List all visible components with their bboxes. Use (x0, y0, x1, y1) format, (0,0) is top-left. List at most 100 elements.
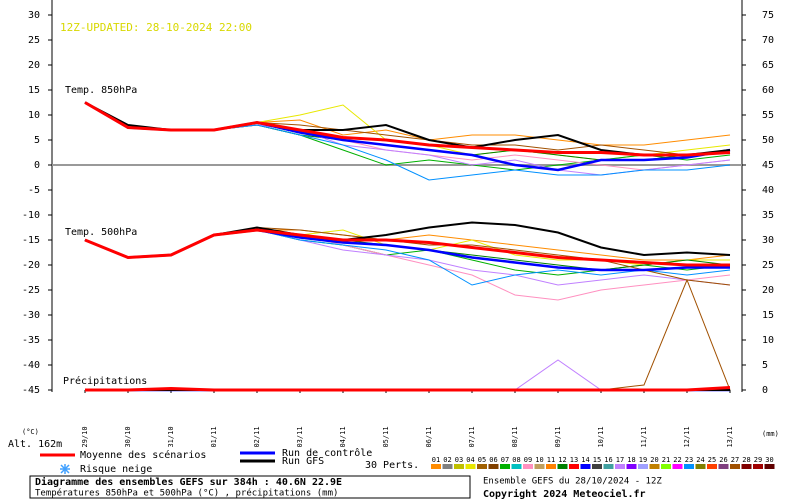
pert-swatch (477, 464, 487, 469)
pert-swatch (603, 464, 614, 469)
pert-swatch (442, 464, 453, 469)
label-precip: Précipitations (63, 375, 147, 387)
pert-swatch (730, 464, 740, 469)
y-unit: (°C) (22, 428, 39, 436)
y2-tick-label: 35 (762, 210, 774, 221)
y2-tick-label: 0 (762, 385, 768, 396)
pert-swatch (500, 464, 510, 469)
perts-label: 30 Perts. (365, 460, 419, 471)
pert-label: 24 (696, 456, 704, 464)
pert-label: 30 (765, 456, 773, 464)
pert-swatch (454, 464, 464, 469)
pert-swatch (741, 464, 752, 469)
y-tick-label: 20 (28, 60, 40, 71)
t500-line (84, 228, 730, 267)
pert-label: 29 (754, 456, 762, 464)
y2-tick-label: 60 (762, 85, 774, 96)
y2-tick-label: 30 (762, 235, 774, 246)
pert-swatch (707, 464, 717, 469)
x-tick-label: 06/11 (425, 426, 433, 447)
x-tick-label: 05/11 (382, 426, 390, 447)
snow-icon (60, 464, 70, 474)
pert-label: 20 (650, 456, 658, 464)
y2-tick-label: 50 (762, 135, 774, 146)
pert-label: 03 (455, 456, 463, 464)
x-tick-label: 03/11 (296, 426, 304, 447)
y-tick-label: -35 (22, 335, 40, 346)
pert-swatch (465, 464, 476, 469)
pert-label: 02 (443, 456, 451, 464)
pert-label: 12 (558, 456, 566, 464)
t850-line (84, 101, 731, 157)
pert-swatch (546, 464, 556, 469)
altitude: Alt. 162m (8, 439, 62, 450)
pert-swatch (488, 464, 499, 469)
pert-swatch (534, 464, 545, 469)
subtitle: Températures 850hPa et 500hPa (°C) , pré… (35, 488, 338, 499)
y-tick-label: 0 (34, 160, 40, 171)
pert-label: 25 (708, 456, 716, 464)
x-tick-label: 07/11 (468, 426, 476, 447)
pert-label: 21 (662, 456, 670, 464)
y2-tick-label: 40 (762, 185, 774, 196)
precip-line (85, 386, 731, 392)
y-tick-label: 15 (28, 85, 40, 96)
x-tick-label: 10/11 (597, 426, 605, 447)
y2-tick-label: 10 (762, 335, 774, 346)
y-tick-label: -20 (22, 260, 40, 271)
pert-swatch (592, 464, 602, 469)
x-tick-label: 11/11 (640, 426, 648, 447)
pert-swatch (638, 464, 648, 469)
y-tick-label: -30 (22, 310, 40, 321)
pert-label: 22 (673, 456, 681, 464)
pert-label: 15 (593, 456, 601, 464)
pert-swatch (580, 464, 591, 469)
y-tick-label: -5 (28, 185, 40, 196)
update-label: 12Z-UPDATED: 28-10-2024 22:00 (60, 21, 252, 34)
y2-tick-label: 75 (762, 10, 774, 21)
pert-label: 18 (627, 456, 635, 464)
pert-swatch (557, 464, 568, 469)
snow-label: Risque neige (80, 464, 152, 475)
y2-unit: (mm) (762, 430, 779, 438)
pert-label: 16 (604, 456, 612, 464)
x-tick-label: 04/11 (339, 426, 347, 447)
x-tick-label: 31/10 (167, 426, 175, 447)
pert-label: 23 (685, 456, 693, 464)
pert-label: 27 (731, 456, 739, 464)
pert-swatch (718, 464, 729, 469)
pert-swatch (764, 464, 775, 469)
y-tick-label: -25 (22, 285, 40, 296)
y2-tick-label: 15 (762, 310, 774, 321)
pert-label: 14 (581, 456, 589, 464)
pert-swatch (523, 464, 533, 469)
pert-swatch (661, 464, 671, 469)
pert-label: 28 (742, 456, 750, 464)
pert-label: 26 (719, 456, 727, 464)
x-tick-label: 30/10 (124, 426, 132, 447)
pert-swatch (753, 464, 763, 469)
y-tick-label: -10 (22, 210, 40, 221)
y-tick-label: 5 (34, 135, 40, 146)
pert-label: 13 (570, 456, 578, 464)
pert-swatch (569, 464, 579, 469)
pert-swatch (615, 464, 625, 469)
x-tick-label: 01/11 (210, 426, 218, 447)
x-tick-label: 13/11 (726, 426, 734, 447)
pert-swatch (626, 464, 637, 469)
title: Diagramme des ensembles GEFS sur 384h : … (35, 476, 342, 488)
pert-label: 08 (512, 456, 520, 464)
y2-tick-label: 70 (762, 35, 774, 46)
x-tick-label: 12/11 (683, 426, 691, 447)
label-500: Temp. 500hPa (65, 227, 137, 238)
y-tick-label: -40 (22, 360, 40, 371)
x-tick-label: 02/11 (253, 426, 261, 447)
y2-tick-label: 5 (762, 360, 768, 371)
pert-swatch (672, 464, 683, 469)
pert-label: 07 (501, 456, 509, 464)
y-tick-label: -15 (22, 235, 40, 246)
pert-label: 10 (535, 456, 543, 464)
pert-label: 09 (524, 456, 532, 464)
